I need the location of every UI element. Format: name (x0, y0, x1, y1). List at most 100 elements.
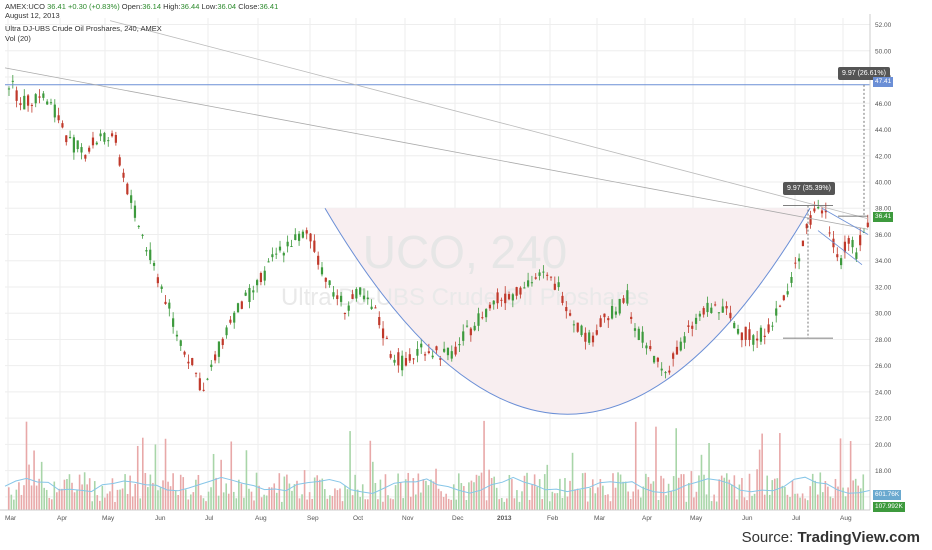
volume-bar (215, 477, 217, 510)
volume-bar (288, 483, 291, 510)
candle-body (588, 332, 591, 343)
change-value: +0.30 (+0.83%) (67, 2, 120, 11)
candle-body (820, 210, 824, 214)
y-tick-label: 44.00 (875, 127, 892, 134)
volume-bar (101, 485, 104, 510)
candle-body (771, 325, 774, 327)
volume-bar (650, 483, 652, 510)
volume-bar (627, 491, 629, 510)
cup-curve (324, 207, 811, 415)
candle-body (408, 354, 411, 361)
watermark-ticker: UCO, 240 (363, 226, 568, 278)
volume-bar (336, 490, 339, 510)
volume-bar (308, 492, 311, 510)
volume-bar (238, 479, 240, 510)
candle-body (557, 282, 560, 288)
volume-last-tag: 107.992K (873, 502, 905, 512)
volume-bar (172, 473, 174, 510)
volume-bar (273, 483, 276, 510)
volume-bar (144, 472, 147, 510)
symbol-label[interactable]: AMEX:UCO (5, 2, 46, 11)
x-tick-label: Jul (792, 515, 801, 522)
candle-body (626, 290, 629, 304)
candle-body (645, 345, 648, 349)
volume-bar (286, 474, 288, 510)
legend-title[interactable]: Ultra DJ-UBS Crude Oil Proshares, 240, A… (5, 24, 162, 33)
volume-bar (324, 489, 326, 510)
volume-bar (695, 491, 698, 510)
x-tick-label: Dec (452, 515, 464, 522)
last-price-tag: 36.41 (873, 212, 894, 222)
candle-body (435, 346, 438, 351)
candle-body (591, 335, 595, 343)
volume-bar (559, 478, 561, 510)
volume-bar (602, 485, 604, 510)
candle-body (694, 317, 698, 324)
candle-body (721, 306, 724, 313)
volume-bar (104, 497, 106, 510)
candle-body (80, 147, 83, 153)
upper-trendline (109, 20, 869, 220)
volume-bar (594, 493, 597, 510)
volume-bar (389, 498, 392, 510)
candle-body (549, 276, 553, 278)
candle-body (42, 93, 45, 98)
volume-bar (56, 492, 58, 510)
candle-body (217, 341, 221, 357)
volume-bar (579, 489, 581, 510)
volume-bar (415, 494, 417, 510)
volume-bar (66, 479, 68, 510)
candle-body (88, 147, 91, 152)
candle-body (122, 172, 125, 178)
volume-bar (849, 441, 852, 510)
volume-bar (599, 478, 602, 510)
volume-bar (591, 479, 594, 510)
volume-bar (837, 486, 839, 510)
candle-body (736, 328, 740, 334)
volume-bar (743, 497, 746, 510)
volume-bar (392, 499, 394, 510)
volume-bar (253, 500, 255, 510)
volume-bar (513, 498, 516, 510)
candle-body (610, 305, 614, 319)
candle-body (359, 287, 362, 295)
volume-bar (268, 487, 270, 510)
volume-bar (445, 493, 447, 510)
candle-body (7, 88, 11, 90)
candle-body (534, 277, 537, 279)
volume-bar (316, 475, 319, 510)
volume-bar (839, 438, 842, 510)
volume-bar (827, 486, 829, 510)
volume-bar (753, 493, 756, 510)
volume-bar (543, 474, 546, 510)
volume-bar (217, 495, 220, 510)
volume-legend[interactable]: Vol (20) (5, 34, 31, 43)
candle-body (57, 115, 60, 121)
x-tick-label: Jun (742, 515, 753, 522)
candle-body (706, 302, 709, 313)
source-credit[interactable]: Source: TradingView.com (742, 529, 920, 546)
volume-bar (341, 501, 344, 510)
volume-bar (470, 480, 473, 510)
volume-bar (632, 491, 635, 510)
y-tick-label: 32.00 (875, 284, 892, 291)
open-label: Open: (121, 2, 143, 11)
volume-bar (25, 421, 28, 510)
volume-bar (569, 480, 571, 510)
candle-body (599, 318, 602, 327)
volume-bar (713, 494, 715, 510)
volume-bar (379, 479, 382, 510)
candle-body (668, 370, 671, 373)
candle-body (450, 351, 453, 359)
candle-body (839, 258, 843, 266)
volume-bar (498, 499, 501, 510)
candle-body (225, 327, 228, 336)
volume-bar (511, 479, 513, 510)
volume-bar (440, 491, 442, 510)
volume-bar (672, 476, 675, 510)
volume-bar (781, 485, 784, 510)
candle-body (99, 133, 102, 137)
volume-bar (824, 481, 827, 510)
candle-body (278, 246, 282, 251)
